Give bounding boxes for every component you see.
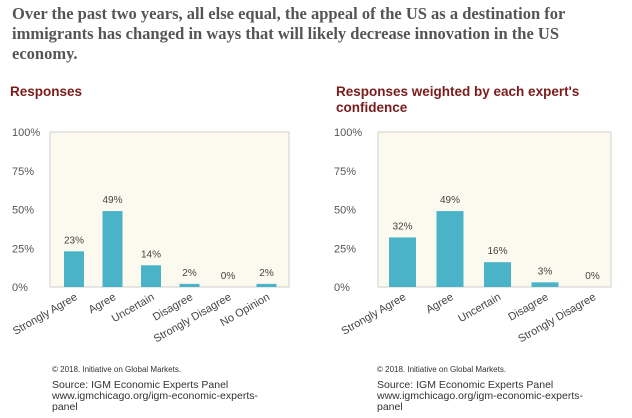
data-label: 3% (538, 266, 553, 277)
plot-area (49, 131, 290, 288)
data-label: 49% (440, 195, 460, 206)
copyright-note: © 2018. Initiative on Global Markets. (52, 365, 182, 374)
data-label: 23% (64, 235, 84, 246)
source-label: Source: IGM Economic Experts Panel (52, 379, 229, 391)
y-tick-label: 0% (334, 282, 350, 294)
y-tick-label: 0% (12, 282, 28, 294)
responses-panel: Responses 0% 25% 50% 75% 100% 23% Strongly Agr… (0, 84, 320, 418)
bar (389, 237, 416, 287)
data-label: 14% (141, 249, 161, 260)
chart-title: Responses weighted by each expert's conf… (336, 84, 580, 115)
x-tick-label: Uncertain (456, 291, 503, 325)
data-label: 16% (487, 246, 507, 257)
responses-chart: 0%25%50%75%100%23%Strongly Agree49%Agree… (11, 127, 290, 345)
y-tick-label: 50% (12, 205, 34, 217)
y-tick-label: 75% (334, 166, 356, 178)
data-label: 2% (259, 268, 274, 279)
headline: Over the past two years, all else equal,… (12, 4, 566, 63)
source-note: Source: IGM Economic Experts Panel www.i… (52, 380, 292, 413)
bar (436, 211, 464, 287)
source-label: Source: IGM Economic Experts Panel (377, 379, 554, 391)
weighted-responses-panel: Responses weighted by each expert's conf… (322, 84, 632, 418)
data-label: 0% (221, 271, 236, 282)
bar (64, 251, 84, 287)
y-tick-label: 75% (12, 166, 34, 178)
source-url-line-2: panel (377, 401, 403, 413)
weighted-responses-chart: 0% 25% 50% 75% 100% 32% Strongly Agree 49% Agree… (334, 127, 612, 345)
bar (256, 283, 277, 287)
bar (531, 282, 559, 287)
source-url-line-1: www.igmchicago.org/igm-economic-experts- (52, 390, 258, 402)
x-tick-label: Uncertain (110, 291, 157, 325)
y-tick-label: 25% (12, 243, 34, 255)
y-tick-label: 100% (334, 127, 362, 139)
x-tick-label: Strongly Agree (340, 291, 408, 337)
source-note: Source: IGM Economic Experts Panel www.i… (377, 380, 617, 413)
source-url-line-1: www.igmchicago.org/igm-economic-experts- (377, 390, 583, 402)
bar (484, 262, 511, 287)
bar (141, 265, 161, 287)
data-label: 32% (392, 221, 412, 232)
y-tick-label: 100% (12, 127, 40, 139)
y-tick-label: 50% (334, 205, 356, 217)
y-tick-label: 25% (334, 243, 356, 255)
chart-title: Responses (10, 84, 83, 99)
source-url-line-2: panel (52, 401, 78, 413)
x-tick-label: Agree (424, 291, 455, 316)
bar (179, 283, 200, 287)
data-label: 0% (585, 271, 600, 282)
x-tick-label: Strongly Agree (11, 291, 79, 337)
plot-area (377, 131, 612, 288)
bar (102, 211, 123, 287)
copyright-note: © 2018. Initiative on Global Markets. (377, 365, 507, 374)
data-label: 49% (102, 195, 122, 206)
data-label: 2% (182, 268, 197, 279)
